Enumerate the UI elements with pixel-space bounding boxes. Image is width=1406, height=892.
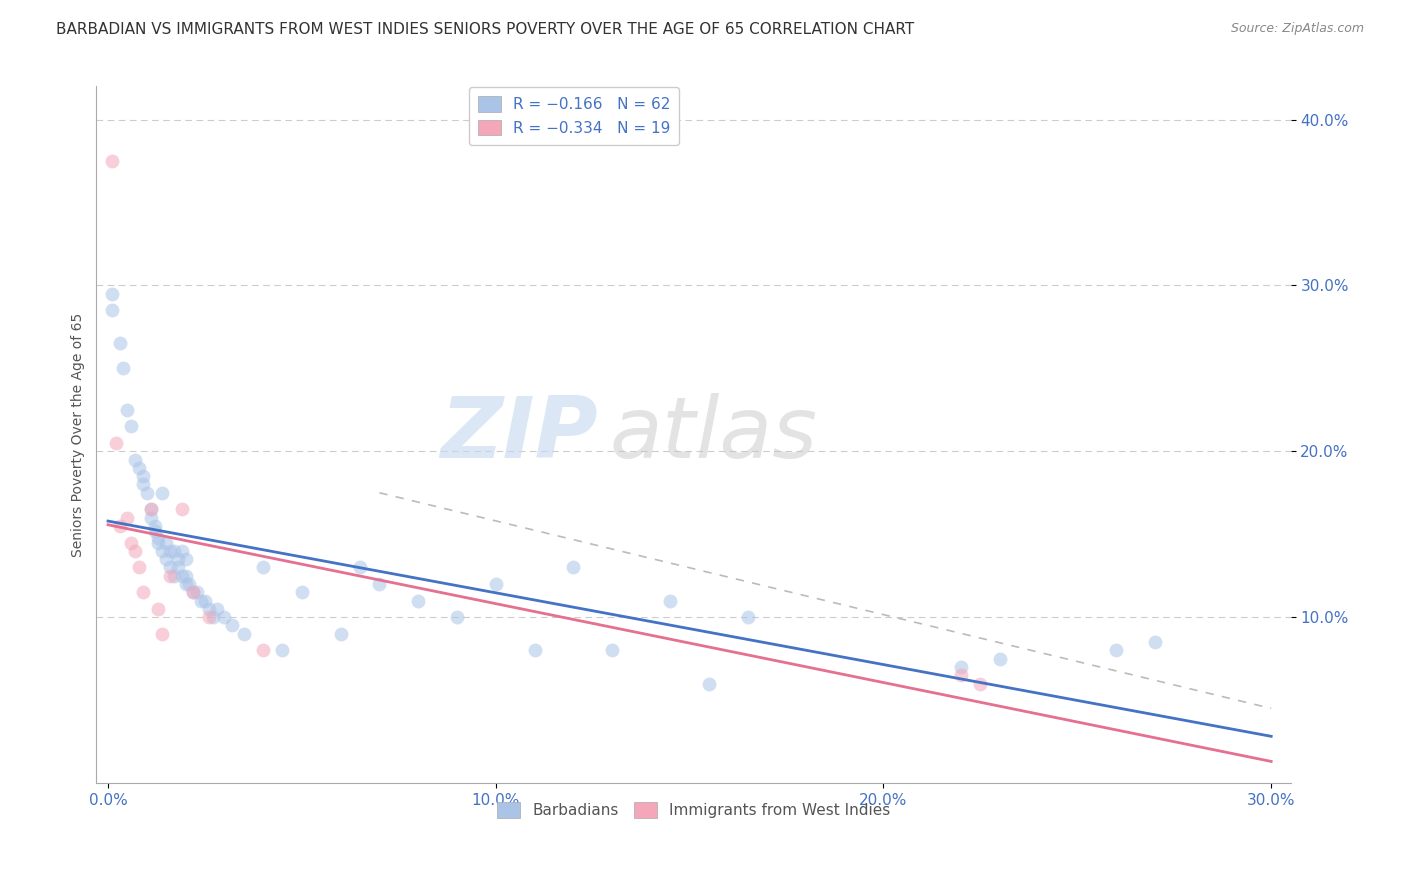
- Point: [523, 643, 546, 657]
- Point: [128, 560, 150, 574]
- Point: [148, 535, 170, 549]
- Point: [159, 560, 181, 574]
- Point: [117, 402, 139, 417]
- Point: [101, 303, 124, 318]
- Point: [232, 626, 254, 640]
- Point: [214, 610, 236, 624]
- Point: [150, 544, 173, 558]
- Point: [406, 593, 429, 607]
- Point: [132, 585, 155, 599]
- Y-axis label: Seniors Poverty Over the Age of 65: Seniors Poverty Over the Age of 65: [72, 312, 86, 557]
- Point: [166, 552, 188, 566]
- Point: [181, 585, 204, 599]
- Point: [368, 577, 391, 591]
- Point: [148, 602, 170, 616]
- Text: BARBADIAN VS IMMIGRANTS FROM WEST INDIES SENIORS POVERTY OVER THE AGE OF 65 CORR: BARBADIAN VS IMMIGRANTS FROM WEST INDIES…: [56, 22, 914, 37]
- Point: [349, 560, 371, 574]
- Point: [198, 610, 221, 624]
- Point: [659, 593, 682, 607]
- Point: [950, 660, 973, 674]
- Point: [108, 519, 131, 533]
- Point: [128, 461, 150, 475]
- Point: [120, 419, 142, 434]
- Point: [179, 577, 201, 591]
- Point: [170, 502, 193, 516]
- Text: Source: ZipAtlas.com: Source: ZipAtlas.com: [1230, 22, 1364, 36]
- Point: [120, 535, 142, 549]
- Point: [737, 610, 759, 624]
- Point: [205, 602, 228, 616]
- Point: [139, 510, 162, 524]
- Point: [969, 676, 991, 690]
- Point: [159, 568, 181, 582]
- Point: [174, 568, 197, 582]
- Point: [174, 577, 197, 591]
- Point: [148, 531, 170, 545]
- Point: [101, 286, 124, 301]
- Point: [124, 544, 146, 558]
- Text: atlas: atlas: [610, 393, 818, 476]
- Point: [186, 585, 208, 599]
- Point: [132, 469, 155, 483]
- Point: [181, 585, 204, 599]
- Point: [1143, 635, 1166, 649]
- Point: [117, 510, 139, 524]
- Point: [101, 153, 124, 168]
- Point: [291, 585, 314, 599]
- Point: [139, 502, 162, 516]
- Point: [198, 602, 221, 616]
- Point: [170, 568, 193, 582]
- Point: [950, 668, 973, 682]
- Point: [150, 485, 173, 500]
- Legend: Barbadians, Immigrants from West Indies: Barbadians, Immigrants from West Indies: [491, 796, 896, 824]
- Point: [112, 361, 135, 376]
- Point: [159, 544, 181, 558]
- Point: [252, 560, 274, 574]
- Point: [143, 519, 166, 533]
- Point: [104, 436, 127, 450]
- Point: [1105, 643, 1128, 657]
- Point: [150, 626, 173, 640]
- Point: [194, 593, 217, 607]
- Point: [697, 676, 720, 690]
- Point: [170, 544, 193, 558]
- Point: [174, 552, 197, 566]
- Point: [166, 560, 188, 574]
- Text: ZIP: ZIP: [440, 393, 598, 476]
- Point: [163, 544, 186, 558]
- Point: [143, 524, 166, 538]
- Point: [163, 568, 186, 582]
- Point: [139, 502, 162, 516]
- Point: [988, 651, 1011, 665]
- Point: [190, 593, 212, 607]
- Point: [562, 560, 585, 574]
- Point: [252, 643, 274, 657]
- Point: [108, 336, 131, 351]
- Point: [132, 477, 155, 491]
- Point: [446, 610, 468, 624]
- Point: [135, 485, 157, 500]
- Point: [485, 577, 508, 591]
- Point: [600, 643, 623, 657]
- Point: [155, 552, 177, 566]
- Point: [329, 626, 352, 640]
- Point: [155, 535, 177, 549]
- Point: [201, 610, 224, 624]
- Point: [271, 643, 294, 657]
- Point: [221, 618, 243, 632]
- Point: [124, 452, 146, 467]
